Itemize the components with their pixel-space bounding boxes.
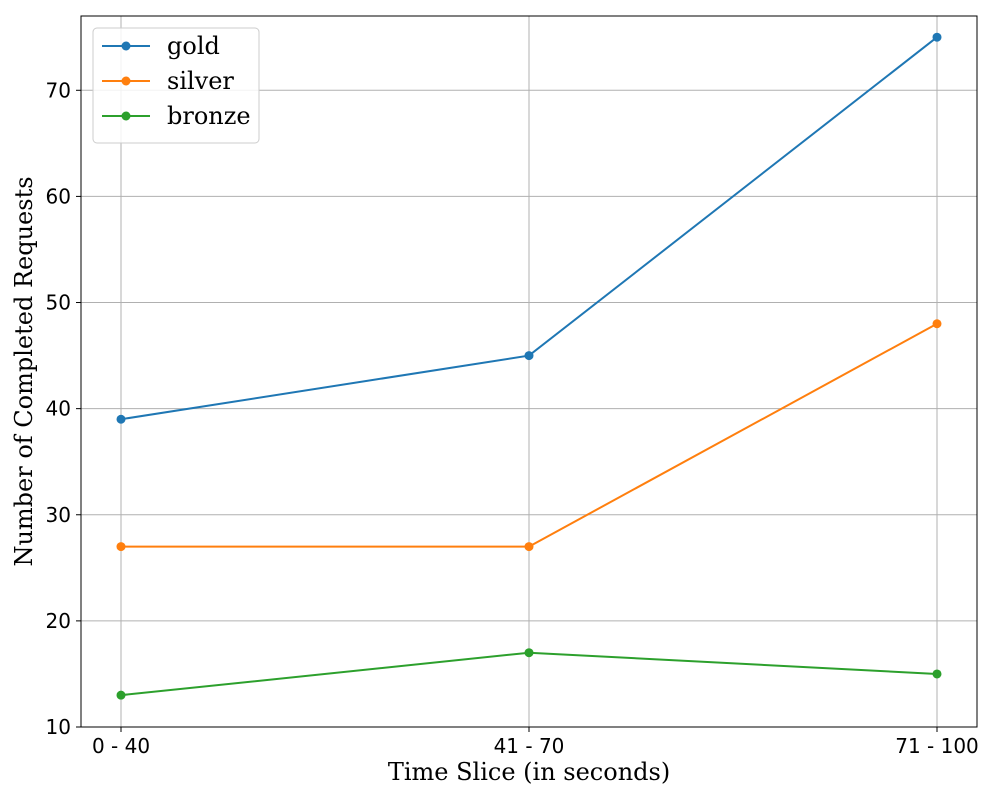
data-point-gold xyxy=(524,351,534,361)
y-tick-label: 20 xyxy=(46,609,71,633)
y-tick-label: 40 xyxy=(46,397,71,421)
data-point-bronze xyxy=(932,669,942,679)
legend: gold silver bronze xyxy=(92,27,260,144)
x-axis-ticks: 0 - 40 41 - 70 71 - 100 xyxy=(92,727,979,758)
legend-label: gold xyxy=(167,32,220,60)
y-axis-ticks: 10 20 30 40 50 60 70 xyxy=(46,78,81,739)
legend-marker xyxy=(121,76,131,86)
x-tick-label: 0 - 40 xyxy=(92,734,150,758)
y-tick-label: 50 xyxy=(46,291,71,315)
x-tick-label: 41 - 70 xyxy=(494,734,565,758)
data-point-gold xyxy=(116,414,126,424)
series-bronze xyxy=(116,648,942,700)
data-point-bronze xyxy=(116,690,126,700)
legend-item-bronze: bronze xyxy=(102,102,251,130)
legend-marker xyxy=(121,111,131,121)
y-tick-label: 10 xyxy=(46,715,71,739)
series-layer xyxy=(116,32,942,700)
legend-box xyxy=(92,27,260,144)
y-axis-title: Number of Completed Requests xyxy=(10,176,38,566)
data-point-silver xyxy=(932,319,942,329)
legend-label: silver xyxy=(167,67,234,95)
legend-item-gold: gold xyxy=(102,32,220,60)
data-point-gold xyxy=(932,32,942,42)
x-axis-title: Time Slice (in seconds) xyxy=(388,758,670,786)
data-point-silver xyxy=(524,542,534,552)
data-point-bronze xyxy=(524,648,534,658)
legend-marker xyxy=(121,41,131,51)
series-silver xyxy=(116,319,942,552)
y-tick-label: 30 xyxy=(46,503,71,527)
legend-label: bronze xyxy=(167,102,251,130)
x-tick-label: 71 - 100 xyxy=(895,734,979,758)
data-point-silver xyxy=(116,542,126,552)
y-tick-label: 70 xyxy=(46,78,71,102)
legend-item-silver: silver xyxy=(102,67,234,95)
y-tick-label: 60 xyxy=(46,184,71,208)
series-gold xyxy=(116,32,942,424)
